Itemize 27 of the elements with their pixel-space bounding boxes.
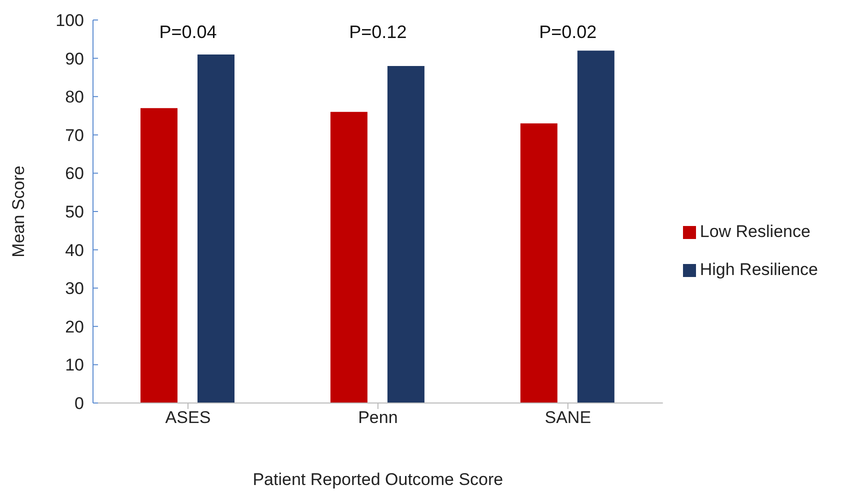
- annotation: P=0.02: [539, 22, 597, 42]
- y-tick-label: 0: [74, 394, 84, 414]
- x-tick-label: Penn: [358, 408, 398, 428]
- x-tick-label: ASES: [165, 408, 211, 428]
- bar: [387, 66, 424, 403]
- bar: [197, 54, 234, 403]
- y-tick-label: 60: [65, 164, 84, 184]
- y-tick-label: 100: [56, 11, 84, 30]
- bar: [140, 108, 178, 403]
- y-tick-label: 90: [65, 49, 84, 68]
- y-tick-label: 50: [65, 202, 84, 222]
- x-axis-title: Patient Reported Outcome Score: [252, 470, 504, 490]
- legend-label: Low Reslience: [700, 222, 810, 240]
- y-axis-title: Mean Score: [9, 166, 28, 258]
- legend-label: High Resilience: [700, 260, 818, 278]
- y-tick-label: 80: [65, 88, 84, 107]
- annotation: P=0.04: [159, 22, 217, 42]
- y-tick-label: 30: [65, 279, 84, 298]
- bar: [577, 50, 614, 403]
- y-tick-label: 70: [65, 126, 84, 145]
- y-tick-label: 40: [65, 240, 84, 260]
- bar: [330, 112, 368, 403]
- bar: [520, 123, 558, 403]
- x-tick-label: SANE: [544, 408, 592, 428]
- y-tick-label: 20: [65, 317, 84, 336]
- y-tick-label: 10: [65, 356, 84, 375]
- annotation: P=0.12: [349, 22, 407, 42]
